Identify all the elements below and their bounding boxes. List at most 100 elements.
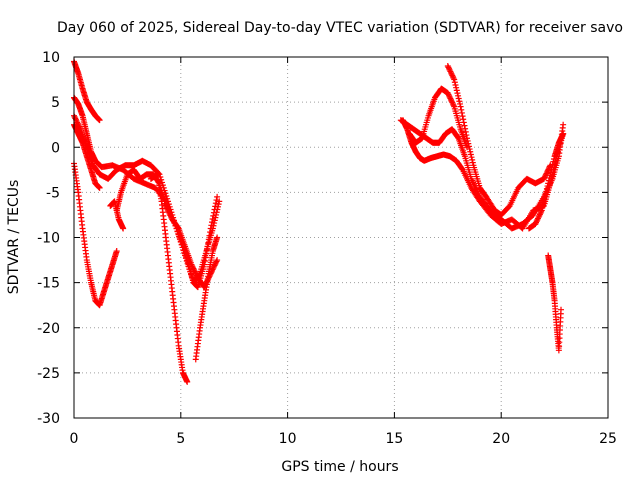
data-point	[192, 269, 199, 276]
data-point	[96, 117, 103, 124]
data-point	[550, 158, 557, 165]
data-point	[188, 261, 195, 268]
data-point	[451, 79, 458, 86]
data-point	[189, 262, 196, 269]
data-point	[460, 119, 467, 126]
data-point	[71, 114, 78, 121]
series-arc-12	[406, 85, 471, 151]
data-point	[538, 207, 545, 214]
data-point	[444, 63, 451, 70]
data-point	[459, 113, 466, 120]
data-point	[167, 212, 174, 219]
data-point	[549, 161, 556, 168]
data-point	[214, 257, 221, 264]
data-point	[451, 76, 458, 83]
data-point	[210, 222, 217, 229]
data-point	[548, 166, 555, 173]
data-point	[215, 201, 222, 208]
data-point	[458, 109, 465, 116]
data-point	[560, 121, 567, 128]
series-arc-2	[71, 94, 221, 291]
data-point	[175, 224, 182, 231]
data-point	[211, 220, 218, 227]
data-point	[533, 219, 540, 226]
data-point	[213, 211, 220, 218]
data-point	[211, 217, 218, 224]
data-point	[466, 146, 473, 153]
series-arc-9	[192, 234, 221, 363]
y-tick-label: -20	[37, 321, 60, 337]
data-point	[74, 120, 81, 127]
series-arc-15	[545, 252, 565, 354]
data-point	[209, 225, 216, 232]
x-tick-label: 0	[70, 431, 79, 447]
data-point	[461, 122, 468, 129]
data-point	[188, 274, 195, 281]
data-point	[467, 148, 474, 155]
series-arc-8	[147, 171, 191, 385]
y-axis-label: SDTVAR / TECUs	[6, 180, 22, 295]
data-point	[537, 210, 544, 217]
y-tick-label: -15	[37, 276, 60, 292]
data-point	[214, 203, 221, 210]
data-point	[535, 214, 542, 221]
data-point	[465, 143, 472, 150]
data-point	[73, 118, 80, 125]
data-point	[214, 234, 221, 241]
data-point	[72, 115, 79, 122]
data-point	[166, 209, 173, 216]
data-point	[164, 206, 171, 213]
data-point	[213, 197, 220, 204]
data-point	[467, 151, 474, 158]
data-point	[449, 99, 456, 106]
data-point	[455, 95, 462, 102]
data-point	[539, 204, 546, 211]
data-point	[547, 169, 554, 176]
data-point	[549, 164, 556, 171]
data-point	[457, 103, 464, 110]
data-point	[212, 200, 219, 207]
data-point	[456, 98, 463, 105]
data-point	[560, 130, 567, 137]
data-point	[455, 92, 462, 99]
data-point	[444, 90, 451, 97]
data-point	[191, 268, 198, 275]
data-point	[448, 96, 455, 103]
series-arc-5	[71, 160, 120, 309]
data-point	[213, 209, 220, 216]
data-point	[534, 216, 541, 223]
data-point	[543, 188, 550, 195]
y-tick-label: -30	[37, 411, 60, 427]
data-point	[544, 183, 551, 190]
data-point	[533, 218, 540, 225]
series-arc-1	[71, 58, 103, 124]
y-tick-labels: 10 5 0 -5 -10 -15 -20 -25 -30	[37, 50, 60, 427]
y-tick-label: -10	[37, 231, 60, 247]
x-tick-label: 15	[385, 431, 403, 447]
data-point	[540, 175, 547, 182]
data-point	[211, 262, 218, 269]
y-tick-label: 10	[42, 50, 60, 66]
data-point	[162, 190, 169, 197]
data-point	[541, 196, 548, 203]
data-point	[449, 73, 456, 80]
data-point	[74, 119, 81, 126]
data-point	[542, 173, 549, 180]
data-point	[163, 192, 170, 199]
data-point	[464, 137, 471, 144]
data-point	[558, 306, 565, 313]
series-arc-14	[525, 130, 567, 232]
data-point	[447, 95, 454, 102]
data-point	[449, 72, 456, 79]
data-point	[212, 214, 219, 221]
data-point	[469, 159, 476, 166]
data-point	[163, 204, 170, 211]
x-axis-label: GPS time / hours	[281, 459, 398, 475]
data-point	[464, 135, 471, 142]
data-point	[446, 92, 453, 99]
plot-frame	[73, 56, 609, 419]
data-point	[449, 100, 456, 107]
data-point	[545, 177, 552, 184]
x-tick-label: 5	[176, 431, 185, 447]
